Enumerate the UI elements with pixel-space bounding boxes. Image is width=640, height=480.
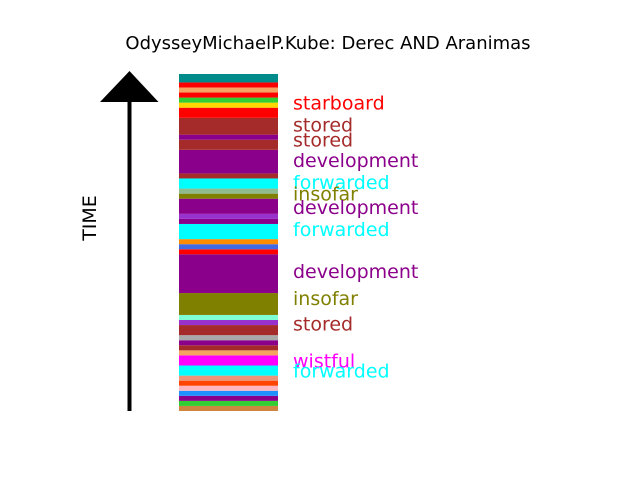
time-band-1 [179,400,278,406]
time-band-15 [179,314,278,321]
time-band-26 [179,188,278,194]
time-arrow [100,71,159,411]
band-label-12: forwarded [293,361,390,383]
time-band-23 [179,213,278,219]
band-labels: starboardstoredstoreddevelopmentforwarde… [293,93,418,383]
time-band-19 [179,244,278,250]
time-band-22 [179,218,278,224]
band-label-8: development [293,261,418,283]
time-band-8 [179,355,278,366]
time-band-31 [179,134,278,140]
time-band-2 [179,395,278,401]
time-band-25 [179,193,278,199]
time-band-27 [179,178,278,189]
band-label-6: development [293,197,418,219]
time-band-21 [179,223,278,240]
time-band-5 [179,380,278,386]
time-band-17 [179,254,278,294]
time-band-38 [179,82,278,88]
band-label-7: forwarded [293,219,390,241]
time-band-32 [179,117,278,135]
band-label-11: wistful [293,350,355,372]
time-band-16 [179,293,278,315]
time-arrow-head-icon [100,71,159,102]
time-band-3 [179,390,278,396]
time-band-0 [179,405,278,411]
time-band-4 [179,385,278,391]
time-band-18 [179,249,278,255]
band-label-1: stored [293,115,353,137]
time-band-37 [179,87,278,93]
time-band-10 [179,345,278,351]
band-label-0: starboard [293,93,385,115]
time-band-20 [179,239,278,245]
time-band-29 [179,149,278,174]
time-band-6 [179,375,278,381]
band-label-5: insofar [293,184,358,206]
time-band-12 [179,335,278,341]
band-label-4: forwarded [293,172,390,194]
band-stack [179,74,278,411]
time-band-11 [179,340,278,346]
time-band-13 [179,325,278,336]
time-band-35 [179,97,278,103]
time-band-39 [179,74,278,83]
time-band-24 [179,198,278,214]
band-label-9: insofar [293,288,358,310]
time-band-34 [179,102,278,108]
band-label-3: development [293,150,418,172]
time-band-28 [179,173,278,179]
chart-title: OdysseyMichaelP.Kube: Derec AND Aranimas [125,33,530,54]
time-band-7 [179,365,278,376]
time-band-36 [179,92,278,98]
time-band-14 [179,320,278,326]
time-band-30 [179,139,278,150]
band-label-2: stored [293,130,353,152]
band-label-10: stored [293,313,353,335]
time-band-9 [179,350,278,356]
time-axis-label: TIME [79,195,101,242]
time-band-33 [179,107,278,118]
